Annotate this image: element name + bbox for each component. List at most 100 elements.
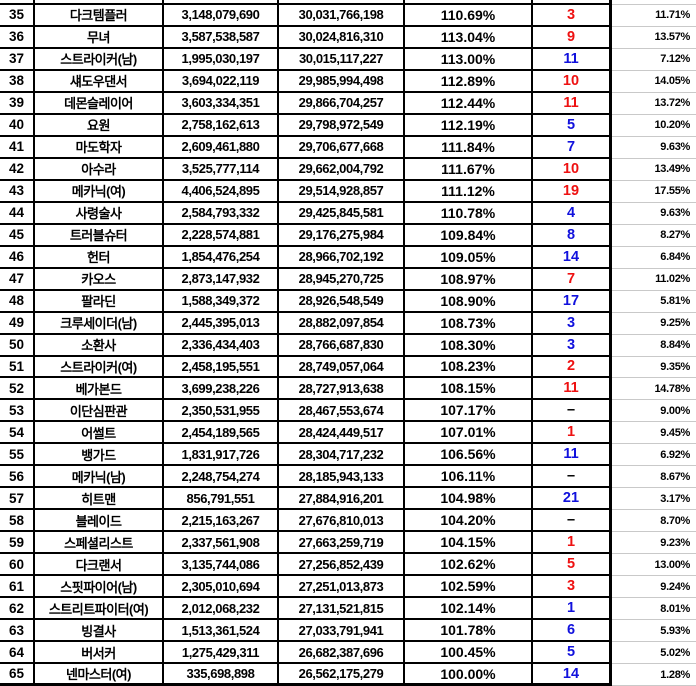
cell-value1[interactable]: 3,135,744,086: [164, 554, 279, 577]
cell-value1[interactable]: 2,248,754,274: [164, 466, 279, 489]
cell-count[interactable]: 3: [533, 312, 612, 335]
cell-value1[interactable]: 2,458,195,551: [164, 356, 279, 379]
cell-value2[interactable]: 27,251,013,873: [279, 576, 405, 599]
cell-ratio[interactable]: 100.00%: [405, 664, 533, 686]
cell-value2[interactable]: 28,766,687,830: [279, 334, 405, 357]
cell-rate[interactable]: 5.93%: [612, 620, 696, 643]
cell-rate[interactable]: 7.12%: [612, 48, 696, 71]
cell-rank[interactable]: 58: [0, 510, 35, 533]
cell-rate[interactable]: 3.17%: [612, 488, 696, 511]
cell-count[interactable]: 8: [533, 224, 612, 247]
cell-name[interactable]: 이단심판관: [35, 400, 164, 423]
cell-rate[interactable]: 13.00%: [612, 554, 696, 577]
cell-value2[interactable]: 26,682,387,696: [279, 642, 405, 665]
cell-rate[interactable]: 13.49%: [612, 158, 696, 181]
cell-value2[interactable]: 27,884,916,201: [279, 488, 405, 511]
cell-value2[interactable]: 29,425,845,581: [279, 202, 405, 225]
cell-ratio[interactable]: 104.15%: [405, 532, 533, 555]
cell-count[interactable]: 19: [533, 180, 612, 203]
cell-value1[interactable]: 2,873,147,932: [164, 268, 279, 291]
cell-rate[interactable]: 1.28%: [612, 664, 696, 686]
cell-rank[interactable]: 55: [0, 444, 35, 467]
cell-ratio[interactable]: 102.59%: [405, 576, 533, 599]
cell-value1[interactable]: 3,603,334,351: [164, 92, 279, 115]
cell-rate[interactable]: 9.00%: [612, 400, 696, 423]
cell-name[interactable]: 아수라: [35, 158, 164, 181]
cell-value2[interactable]: 27,676,810,013: [279, 510, 405, 533]
cell-name[interactable]: 크루세이더(남): [35, 312, 164, 335]
cell-rank[interactable]: 64: [0, 642, 35, 665]
cell-name[interactable]: 스핏파이어(남): [35, 576, 164, 599]
cell-ratio[interactable]: 110.78%: [405, 202, 533, 225]
cell-value1[interactable]: 3,148,079,690: [164, 5, 279, 27]
cell-value1[interactable]: 2,337,561,908: [164, 532, 279, 555]
cell-value1[interactable]: 856,791,551: [164, 488, 279, 511]
cell-name[interactable]: 다크랜서: [35, 554, 164, 577]
cell-rate[interactable]: 9.63%: [612, 202, 696, 225]
cell-value2[interactable]: 29,662,004,792: [279, 158, 405, 181]
cell-value2[interactable]: 29,706,677,668: [279, 136, 405, 159]
cell-rate[interactable]: 6.84%: [612, 246, 696, 269]
cell-rank[interactable]: 56: [0, 466, 35, 489]
cell-value2[interactable]: 28,926,548,549: [279, 290, 405, 313]
cell-value1[interactable]: 2,228,574,881: [164, 224, 279, 247]
cell-name[interactable]: 스트라이커(남): [35, 48, 164, 71]
cell-count[interactable]: 7: [533, 136, 612, 159]
cell-ratio[interactable]: 108.15%: [405, 378, 533, 401]
cell-rate[interactable]: 14.05%: [612, 70, 696, 93]
cell-value2[interactable]: 26,562,175,279: [279, 664, 405, 686]
cell-ratio[interactable]: 104.20%: [405, 510, 533, 533]
cell-value2[interactable]: 28,749,057,064: [279, 356, 405, 379]
cell-name[interactable]: 넨마스터(여): [35, 664, 164, 686]
cell-value1[interactable]: 2,454,189,565: [164, 422, 279, 445]
cell-rate[interactable]: 8.01%: [612, 598, 696, 621]
cell-name[interactable]: 빙결사: [35, 620, 164, 643]
cell-rank[interactable]: 43: [0, 180, 35, 203]
cell-count[interactable]: 14: [533, 246, 612, 269]
cell-count[interactable]: 5: [533, 642, 612, 665]
cell-count[interactable]: 5: [533, 554, 612, 577]
cell-value2[interactable]: 29,866,704,257: [279, 92, 405, 115]
cell-rate[interactable]: 9.25%: [612, 312, 696, 335]
cell-ratio[interactable]: 100.45%: [405, 642, 533, 665]
cell-name[interactable]: 메카닉(여): [35, 180, 164, 203]
cell-value1[interactable]: 2,445,395,013: [164, 312, 279, 335]
cell-value1[interactable]: 1,513,361,524: [164, 620, 279, 643]
cell-value1[interactable]: 3,699,238,226: [164, 378, 279, 401]
cell-count[interactable]: 17: [533, 290, 612, 313]
cell-rank[interactable]: 46: [0, 246, 35, 269]
cell-rate[interactable]: 9.35%: [612, 356, 696, 379]
cell-rank[interactable]: 59: [0, 532, 35, 555]
cell-name[interactable]: 섀도우댄서: [35, 70, 164, 93]
cell-name[interactable]: 뱅가드: [35, 444, 164, 467]
cell-value1[interactable]: 1,854,476,254: [164, 246, 279, 269]
cell-value2[interactable]: 28,304,717,232: [279, 444, 405, 467]
cell-name[interactable]: 헌터: [35, 246, 164, 269]
cell-rank[interactable]: 38: [0, 70, 35, 93]
cell-rank[interactable]: 37: [0, 48, 35, 71]
cell-rate[interactable]: 8.70%: [612, 510, 696, 533]
cell-rank[interactable]: 52: [0, 378, 35, 401]
cell-rank[interactable]: 42: [0, 158, 35, 181]
cell-value2[interactable]: 30,031,766,198: [279, 5, 405, 27]
cell-rate[interactable]: 9.24%: [612, 576, 696, 599]
cell-ratio[interactable]: 112.44%: [405, 92, 533, 115]
cell-value1[interactable]: 1,588,349,372: [164, 290, 279, 313]
cell-rate[interactable]: 8.84%: [612, 334, 696, 357]
cell-name[interactable]: 메카닉(남): [35, 466, 164, 489]
cell-name[interactable]: 버서커: [35, 642, 164, 665]
cell-count[interactable]: 14: [533, 664, 612, 686]
cell-rank[interactable]: 53: [0, 400, 35, 423]
cell-name[interactable]: 요원: [35, 114, 164, 137]
cell-value1[interactable]: 3,587,538,587: [164, 26, 279, 49]
cell-value1[interactable]: 1,995,030,197: [164, 48, 279, 71]
cell-name[interactable]: 팔라딘: [35, 290, 164, 313]
cell-name[interactable]: 스트라이커(여): [35, 356, 164, 379]
cell-ratio[interactable]: 108.90%: [405, 290, 533, 313]
cell-name[interactable]: 블레이드: [35, 510, 164, 533]
cell-count[interactable]: 11: [533, 444, 612, 467]
cell-ratio[interactable]: 113.04%: [405, 26, 533, 49]
cell-ratio[interactable]: 110.69%: [405, 5, 533, 27]
cell-name[interactable]: 소환사: [35, 334, 164, 357]
cell-rank[interactable]: 51: [0, 356, 35, 379]
